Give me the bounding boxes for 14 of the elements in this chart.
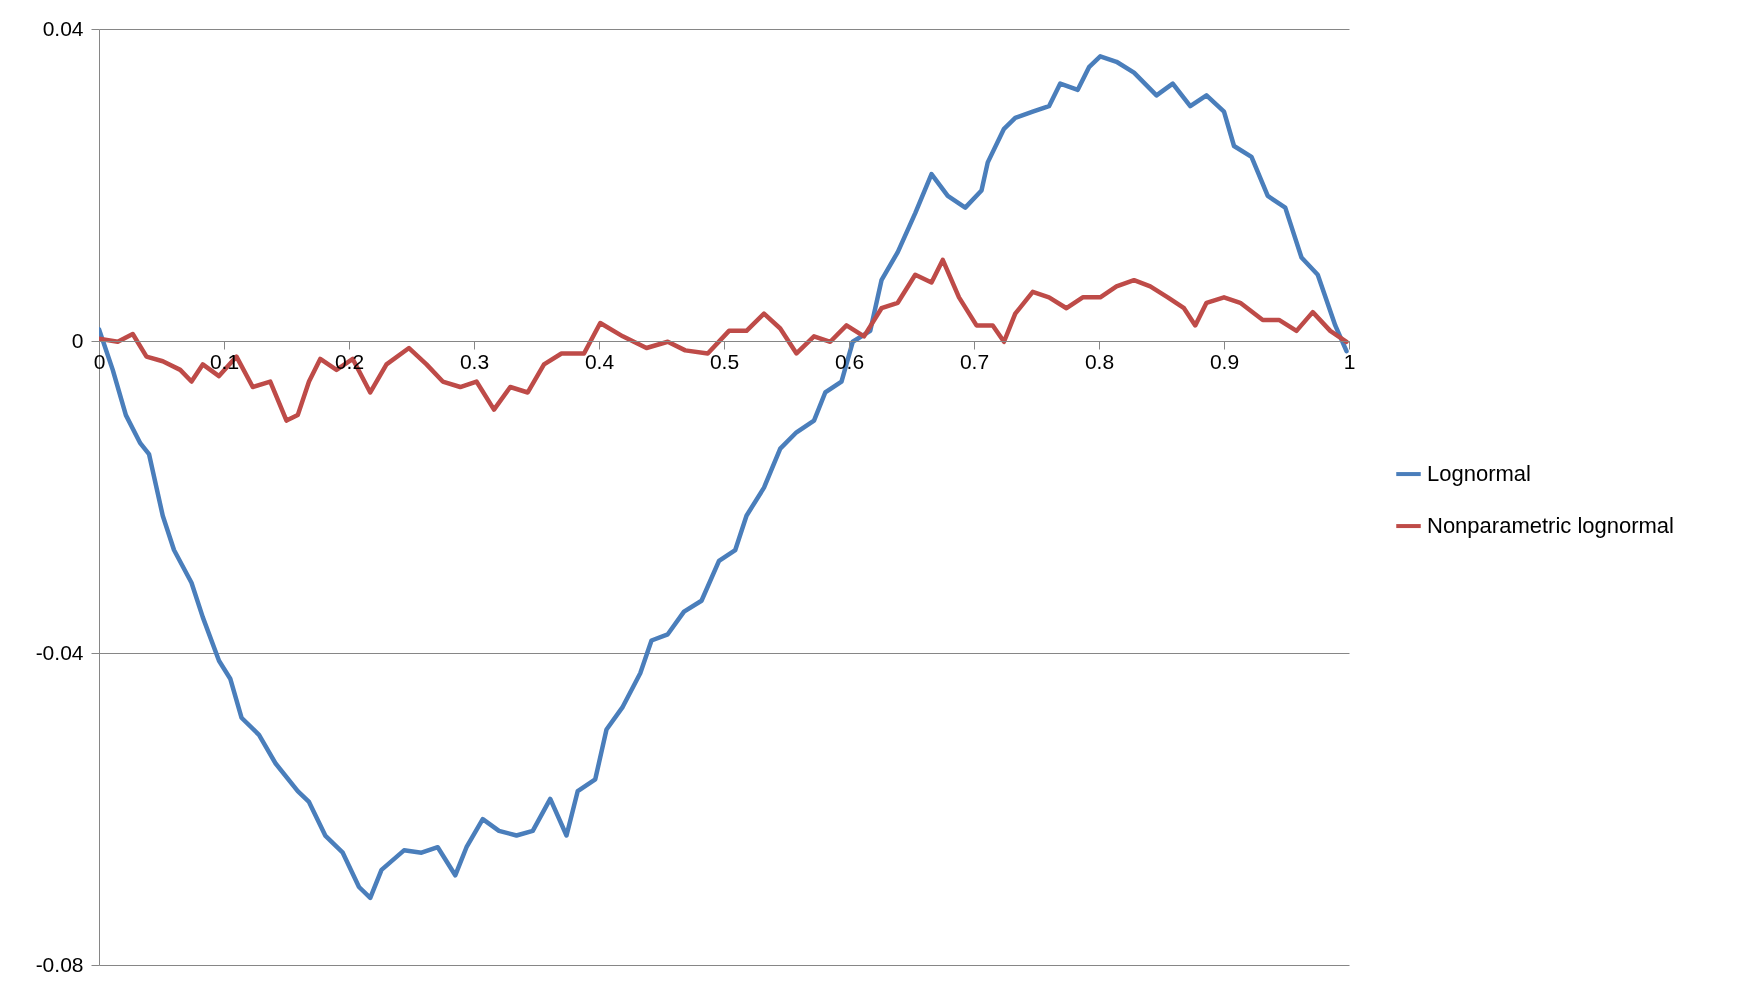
- y-tick-label: 0: [71, 328, 84, 352]
- x-tick-label: 0: [93, 349, 106, 373]
- x-tick-label: 0.4: [584, 349, 615, 373]
- x-tick-label: 0.3: [459, 349, 490, 373]
- x-tick-label: 0.7: [959, 349, 990, 373]
- y-tick-label: 0.04: [42, 16, 84, 40]
- legend-label: Lognormal: [1427, 461, 1531, 487]
- x-tick-label: 0.8: [1084, 349, 1115, 373]
- x-tick-label: 1: [1343, 349, 1356, 373]
- x-tick-label: 0.5: [709, 349, 740, 373]
- y-tick-label: -0.04: [35, 640, 84, 664]
- x-tick-label: 0.9: [1209, 349, 1240, 373]
- y-tick-label: -0.08: [35, 952, 84, 976]
- legend-label: Nonparametric lognormal: [1427, 513, 1674, 539]
